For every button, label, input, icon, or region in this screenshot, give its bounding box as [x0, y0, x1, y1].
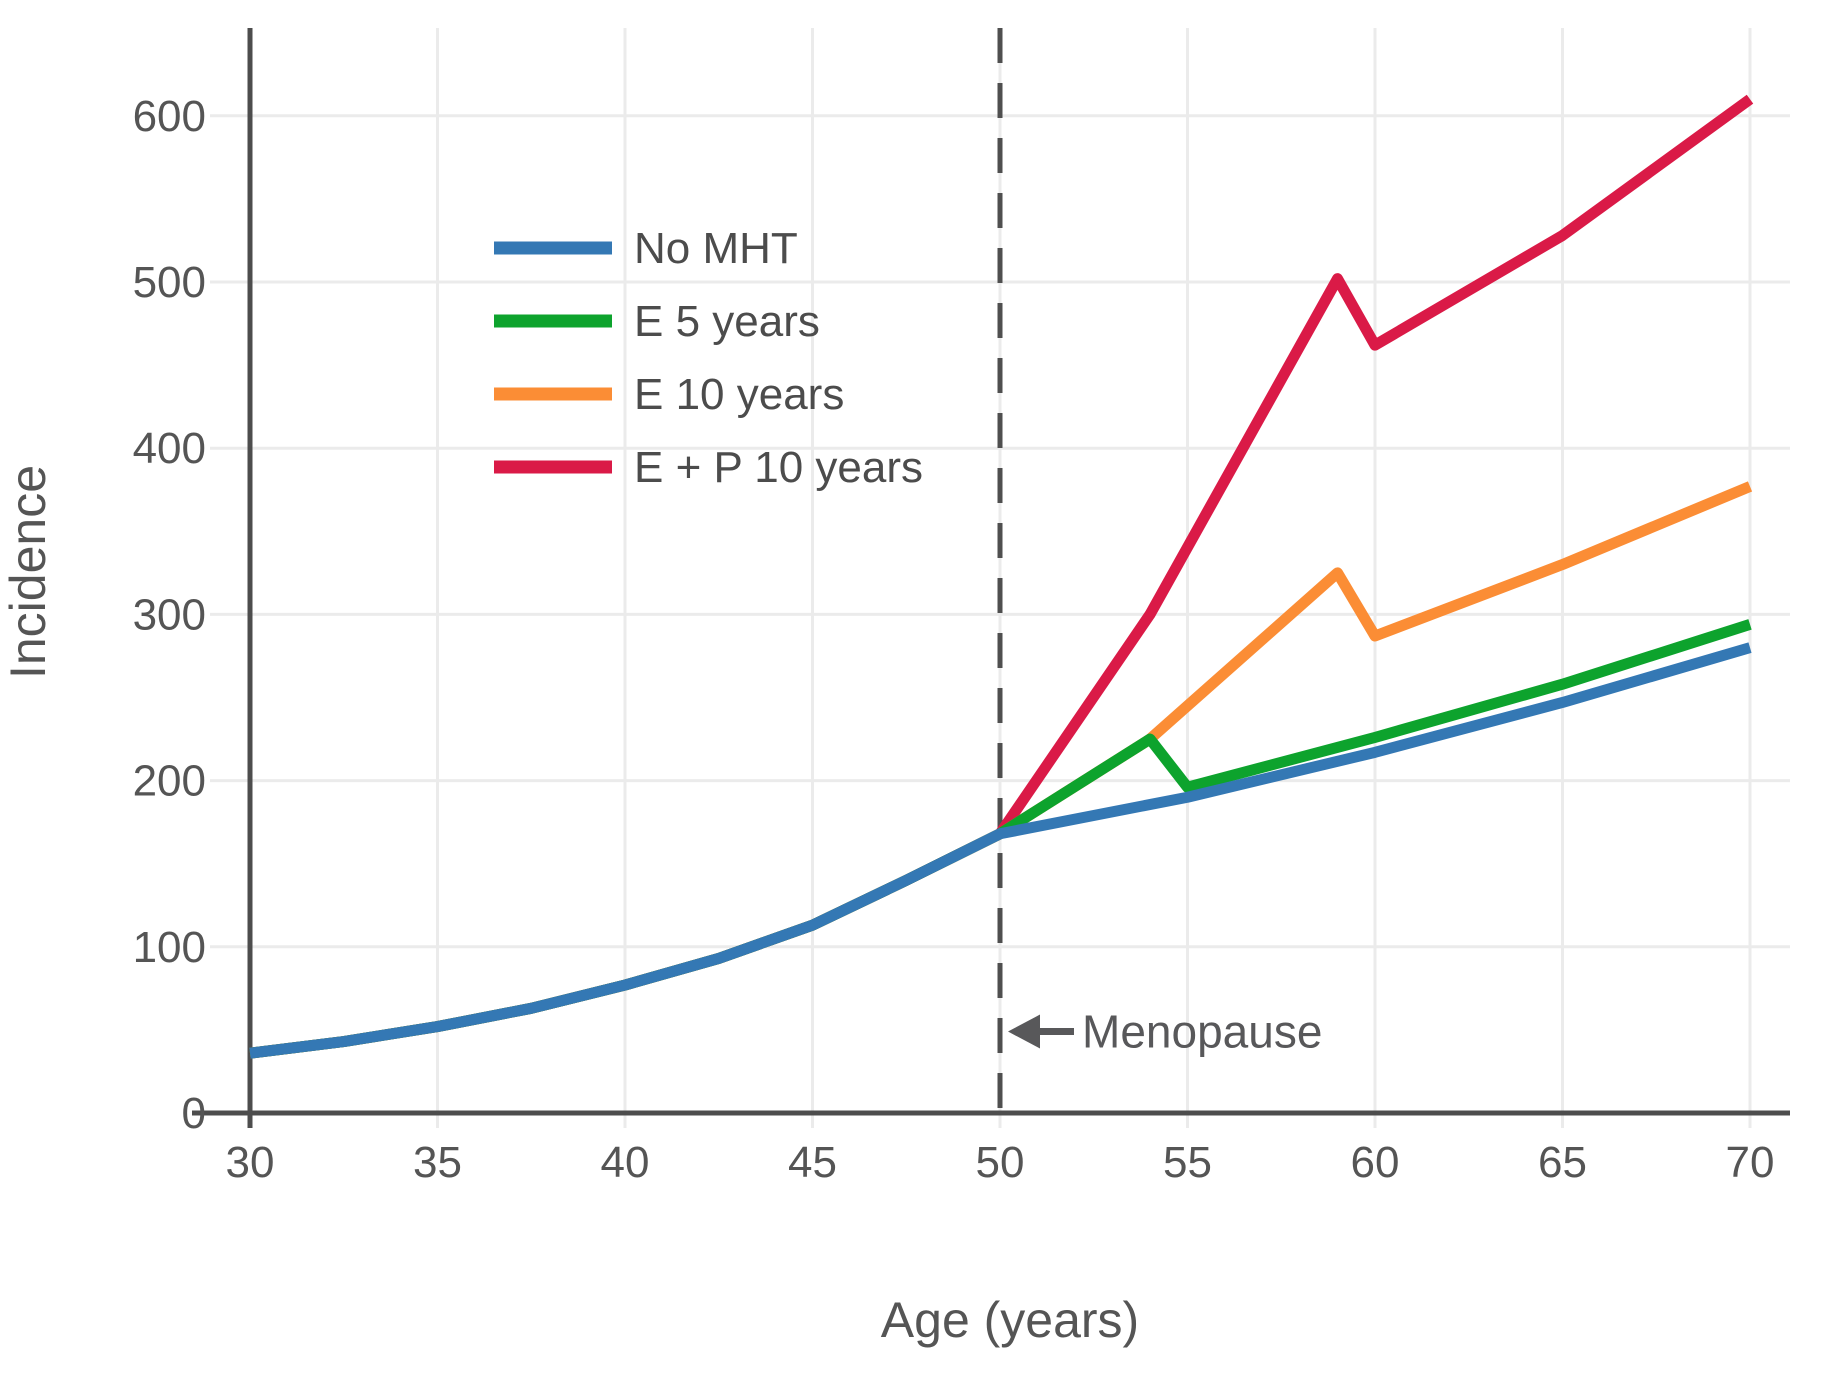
y-tick-label: 400: [133, 424, 206, 473]
arrow-head-left-icon: [1008, 1014, 1040, 1049]
x-tick-label: 60: [1351, 1138, 1400, 1187]
x-tick-label: 70: [1726, 1138, 1775, 1187]
menopause-annotation: Menopause: [1008, 1006, 1322, 1058]
x-tick-label: 55: [1163, 1138, 1212, 1187]
series-line-no-mht: [249, 642, 1752, 1059]
y-tick-label: 200: [133, 757, 206, 806]
legend-label: E 5 years: [634, 297, 820, 346]
y-axis-title: Incidence: [0, 465, 56, 679]
y-tick-label: 0: [182, 1089, 206, 1138]
y-tick-label: 300: [133, 590, 206, 639]
x-tick-label: 50: [976, 1138, 1025, 1187]
x-tick-label: 35: [413, 1138, 462, 1187]
y-tick-label: 100: [133, 923, 206, 972]
legend-label: E + P 10 years: [634, 443, 923, 492]
annotation-text: Menopause: [1082, 1006, 1322, 1058]
x-tick-label: 45: [788, 1138, 837, 1187]
x-tick-label: 40: [601, 1138, 650, 1187]
x-tick-label: 30: [226, 1138, 275, 1187]
legend-label: No MHT: [634, 224, 798, 273]
x-axis-title: Age (years): [881, 1292, 1139, 1348]
legend: No MHT E 5 years E 10 years E + P 10 years: [494, 224, 923, 492]
y-tick-label: 600: [133, 92, 206, 141]
legend-label: E 10 years: [634, 370, 844, 419]
x-tick-label: 65: [1538, 1138, 1587, 1187]
y-tick-label: 500: [133, 258, 206, 307]
